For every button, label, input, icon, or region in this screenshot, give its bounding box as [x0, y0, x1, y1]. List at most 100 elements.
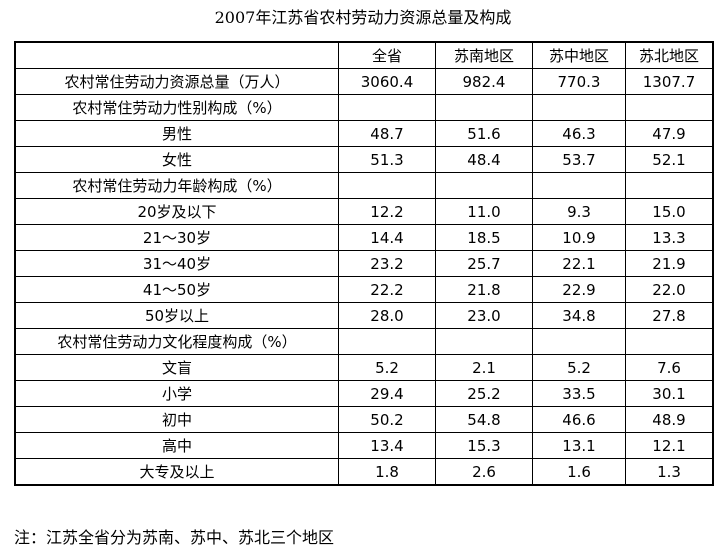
- value-cell: 13.1: [532, 432, 626, 459]
- row-label: 大专及以上: [14, 458, 339, 486]
- table-row: 小学 29.4 25.2 33.5 30.1: [14, 380, 714, 407]
- value-cell: 1.6: [532, 458, 626, 486]
- column-header: 全省: [338, 41, 436, 69]
- empty-cell: [532, 172, 626, 199]
- value-cell: 2.6: [435, 458, 533, 486]
- value-cell: 1.3: [625, 458, 714, 486]
- row-label: 农村常住劳动力文化程度构成（%）: [14, 328, 339, 355]
- empty-cell: [532, 94, 626, 121]
- value-cell: 1.8: [338, 458, 436, 486]
- value-cell: 11.0: [435, 198, 533, 225]
- table-row: 20岁及以下 12.2 11.0 9.3 15.0: [14, 198, 714, 225]
- row-label: 女性: [14, 146, 339, 173]
- value-cell: 15.3: [435, 432, 533, 459]
- value-cell: 5.2: [532, 354, 626, 381]
- value-cell: 28.0: [338, 302, 436, 329]
- row-label: 21～30岁: [14, 224, 339, 251]
- value-cell: 22.1: [532, 250, 626, 277]
- value-cell: 22.9: [532, 276, 626, 303]
- value-cell: 23.2: [338, 250, 436, 277]
- value-cell: 48.4: [435, 146, 533, 173]
- value-cell: 14.4: [338, 224, 436, 251]
- value-cell: 48.9: [625, 406, 714, 433]
- empty-cell: [435, 94, 533, 121]
- table-row: 21～30岁 14.4 18.5 10.9 13.3: [14, 224, 714, 251]
- note: 注：江苏全省分为苏南、苏中、苏北三个地区: [14, 528, 335, 547]
- value-cell: 46.6: [532, 406, 626, 433]
- empty-cell: [435, 328, 533, 355]
- value-cell: 3060.4: [338, 68, 436, 95]
- row-label: 高中: [14, 432, 339, 459]
- value-cell: 22.0: [625, 276, 714, 303]
- value-cell: 33.5: [532, 380, 626, 407]
- empty-cell: [338, 94, 436, 121]
- table-row: 41～50岁 22.2 21.8 22.9 22.0: [14, 276, 714, 303]
- value-cell: 30.1: [625, 380, 714, 407]
- data-table: 全省 苏南地区 苏中地区 苏北地区 农村常住劳动力资源总量（万人） 3060.4 982.4…: [14, 41, 714, 486]
- table-row: 大专及以上 1.8 2.6 1.6 1.3: [14, 458, 714, 486]
- row-label: 50岁以上: [14, 302, 339, 329]
- value-cell: 21.9: [625, 250, 714, 277]
- value-cell: 51.3: [338, 146, 436, 173]
- empty-cell: [625, 328, 714, 355]
- value-cell: 53.7: [532, 146, 626, 173]
- value-cell: 12.2: [338, 198, 436, 225]
- table-row: 50岁以上 28.0 23.0 34.8 27.8: [14, 302, 714, 329]
- row-label: 小学: [14, 380, 339, 407]
- value-cell: 27.8: [625, 302, 714, 329]
- table-row: 农村常住劳动力年龄构成（%）: [14, 172, 714, 199]
- value-cell: 12.1: [625, 432, 714, 459]
- value-cell: 18.5: [435, 224, 533, 251]
- empty-cell: [625, 172, 714, 199]
- empty-cell: [532, 328, 626, 355]
- empty-cell: [338, 328, 436, 355]
- corner-cell: [14, 41, 339, 69]
- value-cell: 5.2: [338, 354, 436, 381]
- column-header: 苏中地区: [532, 41, 626, 69]
- value-cell: 1307.7: [625, 68, 714, 95]
- row-label: 41～50岁: [14, 276, 339, 303]
- value-cell: 21.8: [435, 276, 533, 303]
- table-row: 文盲 5.2 2.1 5.2 7.6: [14, 354, 714, 381]
- value-cell: 15.0: [625, 198, 714, 225]
- table-row: 农村常住劳动力性别构成（%）: [14, 94, 714, 121]
- value-cell: 25.2: [435, 380, 533, 407]
- table-row: 31～40岁 23.2 25.7 22.1 21.9: [14, 250, 714, 277]
- header-row: 全省 苏南地区 苏中地区 苏北地区: [14, 41, 714, 69]
- value-cell: 982.4: [435, 68, 533, 95]
- value-cell: 13.4: [338, 432, 436, 459]
- value-cell: 52.1: [625, 146, 714, 173]
- row-label: 31～40岁: [14, 250, 339, 277]
- table-row: 高中 13.4 15.3 13.1 12.1: [14, 432, 714, 459]
- value-cell: 770.3: [532, 68, 626, 95]
- title: 2007年江苏省农村劳动力资源总量及构成: [214, 8, 512, 27]
- value-cell: 34.8: [532, 302, 626, 329]
- value-cell: 50.2: [338, 406, 436, 433]
- value-cell: 22.2: [338, 276, 436, 303]
- value-cell: 10.9: [532, 224, 626, 251]
- value-cell: 48.7: [338, 120, 436, 147]
- value-cell: 47.9: [625, 120, 714, 147]
- row-label: 初中: [14, 406, 339, 433]
- row-label: 农村常住劳动力年龄构成（%）: [14, 172, 339, 199]
- empty-cell: [338, 172, 436, 199]
- value-cell: 7.6: [625, 354, 714, 381]
- row-label: 农村常住劳动力性别构成（%）: [14, 94, 339, 121]
- value-cell: 46.3: [532, 120, 626, 147]
- table-row: 农村常住劳动力资源总量（万人） 3060.4 982.4 770.3 1307.7: [14, 68, 714, 95]
- value-cell: 54.8: [435, 406, 533, 433]
- row-label: 男性: [14, 120, 339, 147]
- empty-cell: [435, 172, 533, 199]
- table-row: 农村常住劳动力文化程度构成（%）: [14, 328, 714, 355]
- column-header: 苏北地区: [625, 41, 714, 69]
- row-label: 20岁及以下: [14, 198, 339, 225]
- value-cell: 13.3: [625, 224, 714, 251]
- column-header: 苏南地区: [435, 41, 533, 69]
- value-cell: 23.0: [435, 302, 533, 329]
- value-cell: 9.3: [532, 198, 626, 225]
- row-label: 农村常住劳动力资源总量（万人）: [14, 68, 339, 95]
- value-cell: 2.1: [435, 354, 533, 381]
- value-cell: 25.7: [435, 250, 533, 277]
- value-cell: 51.6: [435, 120, 533, 147]
